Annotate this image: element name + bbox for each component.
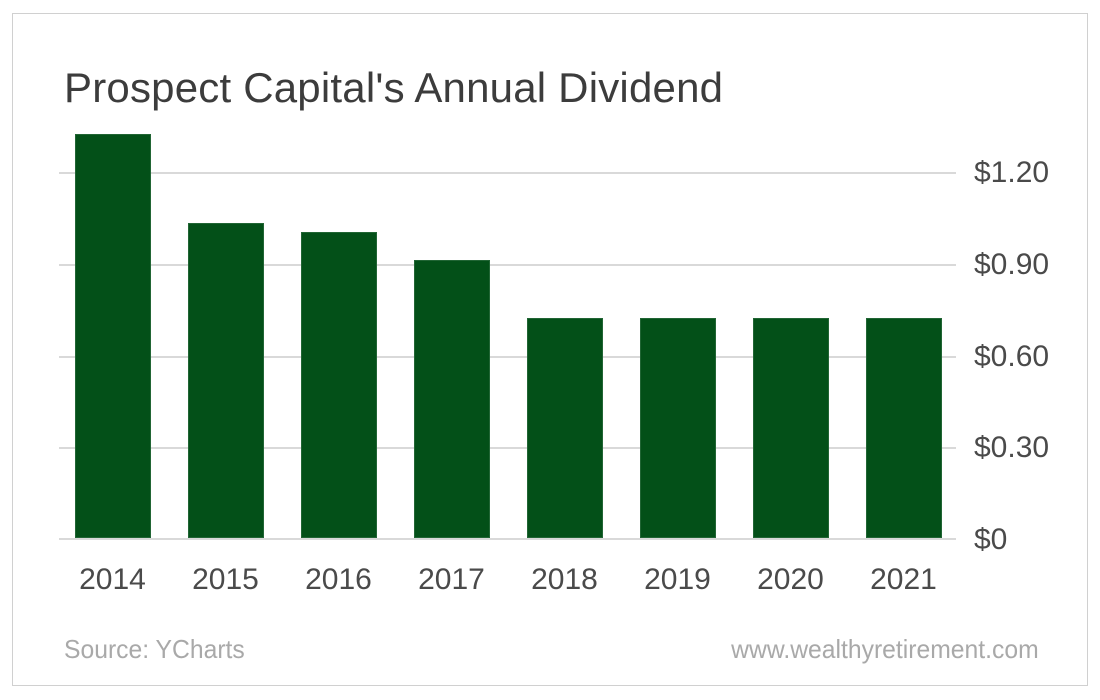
- bar-2020: [752, 317, 829, 538]
- gridline: [59, 355, 956, 358]
- chart-title: Prospect Capital's Annual Dividend: [64, 64, 724, 111]
- gridline: [59, 447, 956, 450]
- chart-card: Prospect Capital's Annual Dividend 2014 2…: [12, 13, 1088, 686]
- x-tick-label: 2014: [79, 563, 146, 596]
- y-tick-label: $0.90: [974, 247, 1050, 281]
- bar-2017: [413, 259, 490, 538]
- plot-area: [59, 14, 956, 540]
- bar-2019: [639, 317, 716, 538]
- source-credit: Source: YCharts: [64, 634, 245, 664]
- website-credit: www.wealthyretirement.com: [731, 634, 1039, 664]
- x-tick-label: 2017: [418, 563, 485, 596]
- x-tick-label: 2018: [531, 563, 598, 596]
- y-tick-label: $0: [974, 523, 1008, 556]
- bar-2014: [74, 134, 151, 538]
- gridline: [59, 172, 956, 175]
- bar-2015: [187, 223, 264, 538]
- y-tick-label: $0.60: [974, 339, 1050, 373]
- bar-2021: [865, 317, 942, 538]
- x-tick-label: 2015: [192, 563, 259, 596]
- y-tick-label: $1.20: [974, 156, 1050, 190]
- bar-2018: [526, 317, 603, 538]
- x-tick-label: 2016: [305, 563, 372, 596]
- gridline: [59, 263, 956, 266]
- x-tick-label: 2020: [757, 563, 824, 596]
- x-tick-label: 2021: [870, 563, 937, 596]
- x-tick-label: 2019: [644, 563, 711, 596]
- x-axis-line: [59, 538, 956, 540]
- y-tick-label: $0.30: [974, 431, 1050, 465]
- bar-2016: [300, 232, 377, 538]
